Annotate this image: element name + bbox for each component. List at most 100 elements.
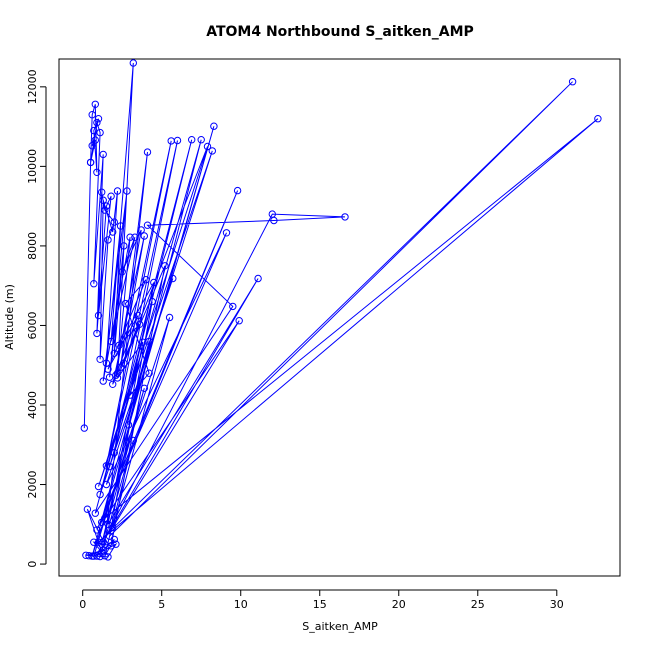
x-tick-label: 20 [392,598,406,611]
x-tick-label: 10 [234,598,248,611]
y-tick-label: 2000 [26,471,39,499]
data-point [109,228,117,236]
data-point [341,213,349,221]
data-point [203,142,212,151]
data-point [104,553,112,561]
data-point [85,552,93,560]
data-point [169,274,177,283]
data-point [109,523,117,532]
data-point [126,233,134,241]
data-point [98,188,106,196]
data-point [80,424,89,432]
data-point [150,278,158,287]
y-tick-label: 10000 [26,149,39,184]
data-point [210,122,218,130]
data-point [96,355,104,363]
data-point [121,299,130,308]
data-point [110,449,119,457]
x-tick-label: 15 [313,598,327,611]
data-point [99,196,107,204]
data-point [104,236,112,244]
data-point [112,540,120,548]
x-axis: 0 5 10 15 20 25 30 [79,589,564,611]
data-point [99,150,107,159]
plot-frame [58,58,621,577]
data-point [102,462,111,470]
data-point [96,490,104,499]
plot-area [58,58,621,577]
data-point [82,551,90,559]
data-point [123,187,131,195]
data-point [93,118,101,127]
data-point [110,535,119,544]
data-point [126,391,134,399]
data-point [93,552,101,560]
data-point [105,462,114,471]
data-point [254,274,262,283]
data-point [143,148,152,156]
data-point [143,221,152,229]
data-point [235,317,243,325]
data-point [161,262,169,270]
data-point [173,136,182,145]
data-point [96,128,104,137]
y-tick-label: 6000 [26,311,39,339]
data-point [101,552,109,560]
data-point [91,509,100,517]
data-point [165,313,174,322]
data-point [142,276,150,284]
data-point [93,168,101,177]
y-tick-label: 0 [26,561,39,568]
data-point [90,538,98,546]
data-point [96,552,104,561]
data-point [93,526,101,534]
data-point [120,242,128,250]
data-point [107,192,115,200]
x-tick-label: 25 [471,598,485,611]
series-layer [80,59,602,561]
data-point [134,311,142,320]
x-tick-label: 5 [158,598,165,611]
data-point [116,222,125,230]
x-tick-label: 30 [550,598,564,611]
data-point [110,349,119,357]
data-point [90,280,98,288]
data-point [140,232,149,240]
data-point [93,329,101,338]
data-point [94,115,103,123]
data-point [140,384,149,392]
series-line [83,62,599,558]
data-point [83,505,92,513]
data-point [101,514,109,522]
data-point [148,297,156,306]
y-tick-label: 8000 [26,232,39,260]
y-tick-label: 12000 [26,69,39,104]
data-point [229,302,237,311]
chart-title: ATOM4 Northbound S_aitken_AMP [206,24,474,40]
data-point [88,142,96,150]
y-tick-label: 4000 [26,391,39,419]
data-point [222,229,231,237]
data-point [101,206,109,214]
data-point [94,482,103,491]
data-point [135,320,144,328]
data-point [102,202,111,210]
data-point [113,374,122,382]
data-point [145,369,153,377]
data-point [568,78,577,86]
data-point [137,226,145,234]
data-point [270,216,278,225]
data-point [115,341,123,349]
data-point [145,337,153,346]
data-point [208,147,217,155]
data-point [233,186,242,195]
y-axis-label: Altitude (m) [3,284,16,350]
x-axis-label: S_aitken_AMP [302,620,378,633]
data-point [104,365,112,373]
data-point [99,377,107,385]
data-point [120,359,128,367]
data-point [113,369,122,377]
data-point [91,100,100,109]
data-point [129,59,138,67]
